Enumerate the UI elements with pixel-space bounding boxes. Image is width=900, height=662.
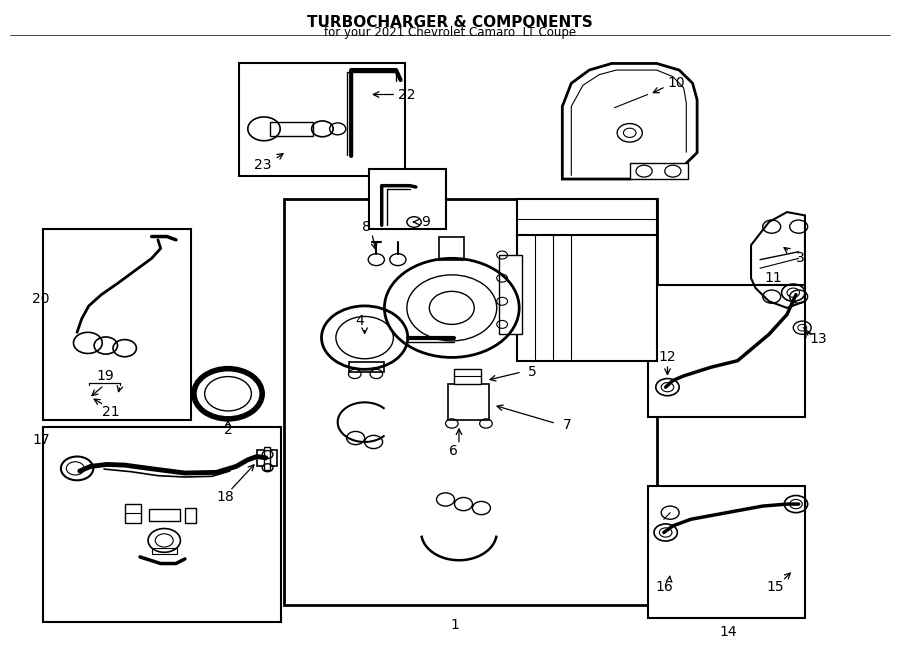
- Text: 5: 5: [528, 365, 537, 379]
- Bar: [648, 487, 805, 618]
- Text: 23: 23: [255, 158, 272, 171]
- Bar: [43, 228, 191, 420]
- Bar: [439, 236, 464, 260]
- Bar: [238, 64, 405, 175]
- Bar: [630, 163, 688, 179]
- Bar: [284, 199, 657, 605]
- Text: 4: 4: [356, 314, 364, 328]
- Bar: [149, 508, 180, 520]
- Text: 14: 14: [720, 624, 737, 639]
- Text: 3: 3: [796, 252, 805, 265]
- Text: 2: 2: [224, 423, 232, 437]
- Bar: [264, 447, 270, 470]
- Bar: [648, 285, 805, 417]
- Bar: [349, 362, 383, 372]
- Text: 1: 1: [450, 618, 459, 632]
- Text: 22: 22: [398, 87, 416, 101]
- Text: 6: 6: [449, 444, 458, 458]
- Bar: [369, 169, 446, 228]
- Bar: [270, 122, 313, 136]
- Text: 7: 7: [562, 418, 572, 432]
- Bar: [500, 255, 522, 334]
- Text: 18: 18: [217, 491, 234, 504]
- Text: for your 2021 Chevrolet Camaro  LT Coupe: for your 2021 Chevrolet Camaro LT Coupe: [324, 26, 576, 39]
- Bar: [125, 504, 141, 522]
- Text: 17: 17: [32, 433, 50, 447]
- Text: 21: 21: [102, 404, 119, 418]
- Bar: [184, 508, 195, 522]
- Text: 13: 13: [810, 332, 827, 346]
- Text: 8: 8: [362, 220, 371, 234]
- Text: 12: 12: [659, 350, 676, 364]
- Bar: [152, 547, 176, 554]
- Bar: [256, 450, 276, 467]
- Bar: [518, 232, 657, 361]
- Text: 11: 11: [765, 271, 782, 285]
- Text: 20: 20: [32, 293, 50, 307]
- Text: 9: 9: [421, 215, 430, 229]
- Bar: [43, 427, 281, 622]
- Bar: [518, 199, 657, 235]
- Bar: [448, 384, 489, 420]
- Text: 10: 10: [668, 76, 685, 90]
- Text: 19: 19: [96, 369, 113, 383]
- Text: 16: 16: [655, 581, 672, 594]
- Text: TURBOCHARGER & COMPONENTS: TURBOCHARGER & COMPONENTS: [307, 15, 593, 30]
- Bar: [454, 369, 482, 384]
- Text: 15: 15: [767, 581, 784, 594]
